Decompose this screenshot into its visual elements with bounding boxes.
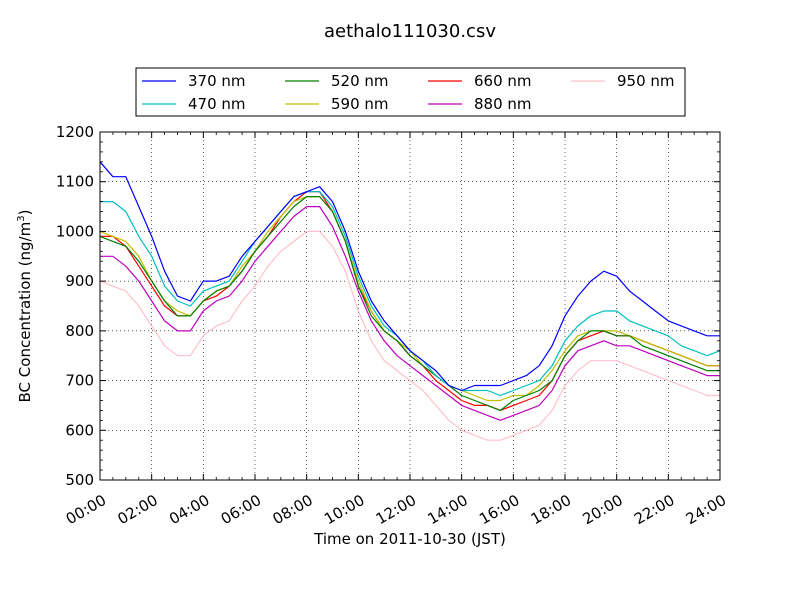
- y-tick-label: 700: [65, 372, 94, 390]
- y-tick-label: 1000: [56, 222, 94, 240]
- legend-label: 950 nm: [617, 72, 675, 90]
- axis-ticks: [99, 131, 721, 481]
- x-axis-label: Time on 2011-10-30 (JST): [313, 530, 506, 548]
- legend-label: 880 nm: [474, 95, 532, 113]
- plot-frame: [99, 131, 721, 481]
- y-tick-label: 900: [65, 272, 94, 290]
- series-layer: [99, 161, 721, 441]
- legend: 370 nm 470 nm 520 nm 590 nm 660 nm 880 nm 950 …: [135, 67, 686, 117]
- plot-area: [100, 132, 720, 480]
- y-axis-label-superscript: 3: [16, 215, 27, 221]
- y-axis-label-main: BC Concentration (ng/m: [16, 222, 34, 403]
- legend-label: 660 nm: [474, 72, 532, 90]
- y-tick-label: 1100: [56, 173, 94, 191]
- legend-label: 590 nm: [331, 95, 389, 113]
- legend-items: 370 nm 470 nm 520 nm 590 nm 660 nm 880 nm 950 …: [142, 72, 675, 113]
- series-line-520-nm: [99, 196, 720, 411]
- series-line-950-nm: [99, 230, 720, 441]
- series-line-880-nm: [100, 206, 720, 421]
- legend-label: 470 nm: [188, 95, 246, 113]
- y-tick-labels: 500 600 700 800 900 1000 1100 1200: [56, 123, 94, 489]
- legend-label: 520 nm: [331, 72, 389, 90]
- y-axis-label: BC Concentration (ng/m3): [16, 210, 34, 403]
- legend-box: [135, 67, 686, 117]
- y-tick-label: 1200: [56, 123, 94, 141]
- y-tick-label: 800: [65, 322, 94, 340]
- y-tick-label: 500: [65, 471, 94, 489]
- legend-label: 370 nm: [188, 72, 246, 90]
- chart-title: aethalo111030.csv: [324, 21, 496, 42]
- series-line-370-nm: [99, 161, 720, 392]
- y-tick-label: 600: [65, 421, 94, 439]
- y-axis-label-end: ): [16, 210, 34, 216]
